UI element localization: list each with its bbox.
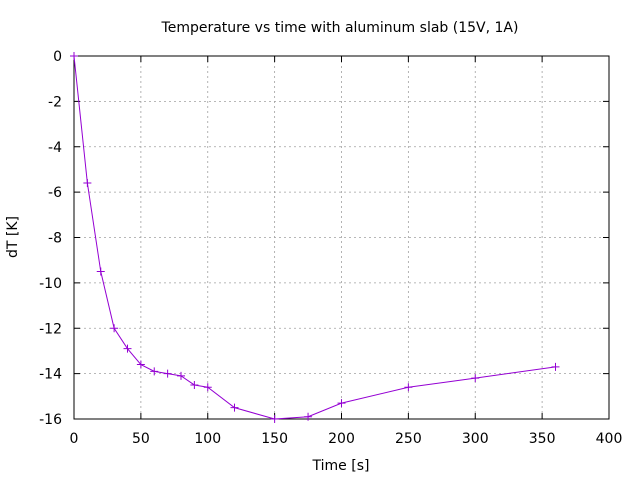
y-tick-label: -16 (39, 412, 62, 428)
series-line (73, 55, 556, 420)
data-point (270, 415, 279, 423)
data-point (150, 367, 159, 376)
x-tick-label: 0 (70, 431, 79, 447)
data-point (110, 324, 119, 333)
data-point (70, 52, 78, 60)
y-tick-label: -6 (48, 185, 62, 201)
data-point (83, 179, 92, 188)
data-point (230, 403, 239, 412)
x-tick-label: 350 (529, 431, 556, 447)
data-point (337, 399, 346, 408)
y-axis-label: dT [K] (5, 216, 21, 258)
x-tick-label: 100 (194, 431, 221, 447)
data-point (123, 344, 132, 353)
y-tick-label: -12 (39, 321, 62, 337)
data-point (136, 360, 145, 369)
y-tick-label: -10 (39, 276, 62, 292)
x-tick-label: 50 (132, 431, 150, 447)
data-point (163, 369, 172, 378)
data-point (471, 374, 480, 383)
x-axis-label: Time [s] (312, 458, 370, 474)
grid (74, 56, 609, 419)
plot-frame (73, 55, 610, 420)
y-tick-label: -8 (48, 231, 62, 247)
y-tick-label: -2 (48, 94, 62, 110)
x-tick-label: 200 (328, 431, 355, 447)
data-point (190, 380, 199, 389)
data-point (96, 267, 105, 276)
tick-labels: 0 50 100 150 200 250 300 350 400 0 -2 -4 -6 -8 -10 -12 -… (39, 49, 622, 447)
x-tick-label: 400 (596, 431, 623, 447)
y-tick-label: -4 (48, 140, 62, 156)
data-point (404, 383, 413, 392)
chart-title: Temperature vs time with aluminum slab (… (161, 20, 519, 36)
x-tick-label: 150 (261, 431, 288, 447)
data-point (551, 362, 560, 371)
series (70, 52, 560, 423)
data-point (203, 383, 212, 392)
data-point (177, 371, 185, 380)
data-point (304, 412, 313, 421)
x-tick-label: 300 (462, 431, 489, 447)
y-tick-label: -14 (39, 367, 62, 383)
y-tick-label: 0 (53, 49, 62, 65)
x-tick-label: 250 (395, 431, 422, 447)
